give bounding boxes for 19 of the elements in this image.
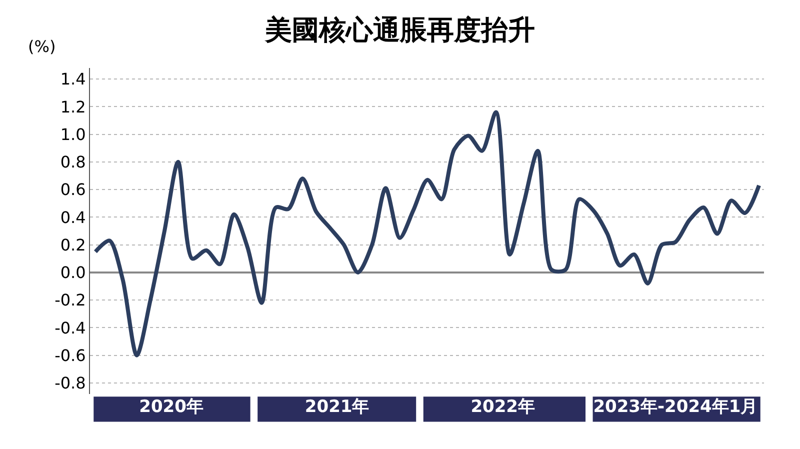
x-tick-label: 2022年 <box>470 397 536 417</box>
y-tick-label: 0.2 <box>60 235 86 254</box>
y-tick-label: 1.0 <box>60 124 86 144</box>
y-tick-label: 1.2 <box>60 97 86 116</box>
x-tick-label: 2023年-2024年1月 <box>593 397 758 417</box>
line-series <box>93 110 761 358</box>
y-tick-label: 0.4 <box>60 208 86 227</box>
y-tick-label: 1.4 <box>60 70 86 89</box>
y-tick-label: 0.6 <box>60 180 86 200</box>
y-tick-label: -0.8 <box>54 374 86 393</box>
y-tick-label: 0.8 <box>60 152 86 172</box>
y-tick-label: -0.4 <box>54 318 86 338</box>
x-tick-label: 2020年 <box>139 397 204 417</box>
x-tick-label: 2021年 <box>304 397 370 417</box>
chart-title: 美國核心通脹再度抬升 <box>264 15 535 46</box>
y-axis-title: (%) <box>28 37 56 56</box>
y-tick-label: -0.6 <box>54 346 86 365</box>
y-tick-label: 0.0 <box>60 263 86 282</box>
y-tick-label: -0.2 <box>54 290 86 310</box>
